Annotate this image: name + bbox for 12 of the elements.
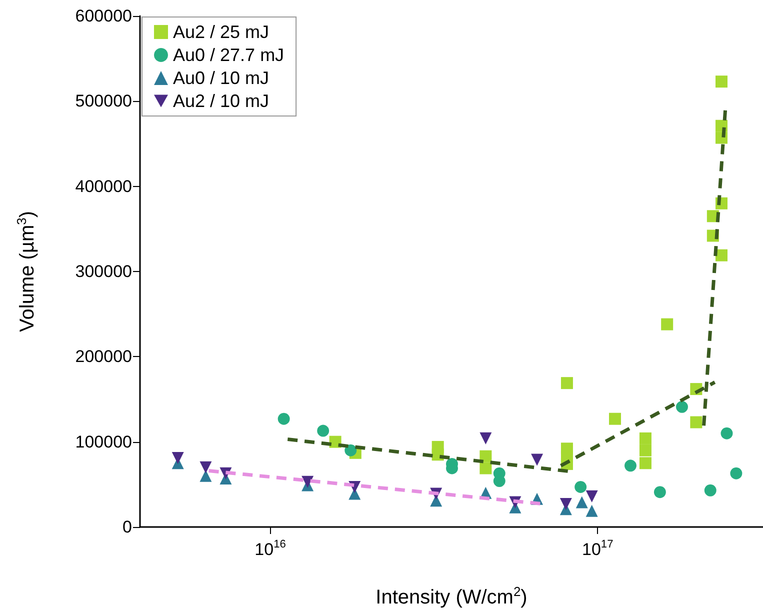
- y-tick-label: 500000: [75, 92, 132, 111]
- y-tick-label: 400000: [75, 176, 132, 196]
- legend-label: Au0 / 27.7 mJ: [173, 45, 284, 65]
- y-tick-label: 300000: [75, 262, 132, 281]
- y-tick-label: 0: [122, 518, 132, 536]
- legend-label: Au2 / 10 mJ: [173, 91, 270, 111]
- legend-label: Au0 / 10 mJ: [173, 68, 270, 88]
- y-tick-label: 200000: [75, 347, 132, 366]
- legend-label: Au2 / 25 mJ: [173, 22, 270, 42]
- y-tick-label: 600000: [75, 6, 132, 26]
- y-tick-label: 100000: [75, 432, 132, 452]
- y-axis-title: Volume (µm3): [14, 210, 38, 332]
